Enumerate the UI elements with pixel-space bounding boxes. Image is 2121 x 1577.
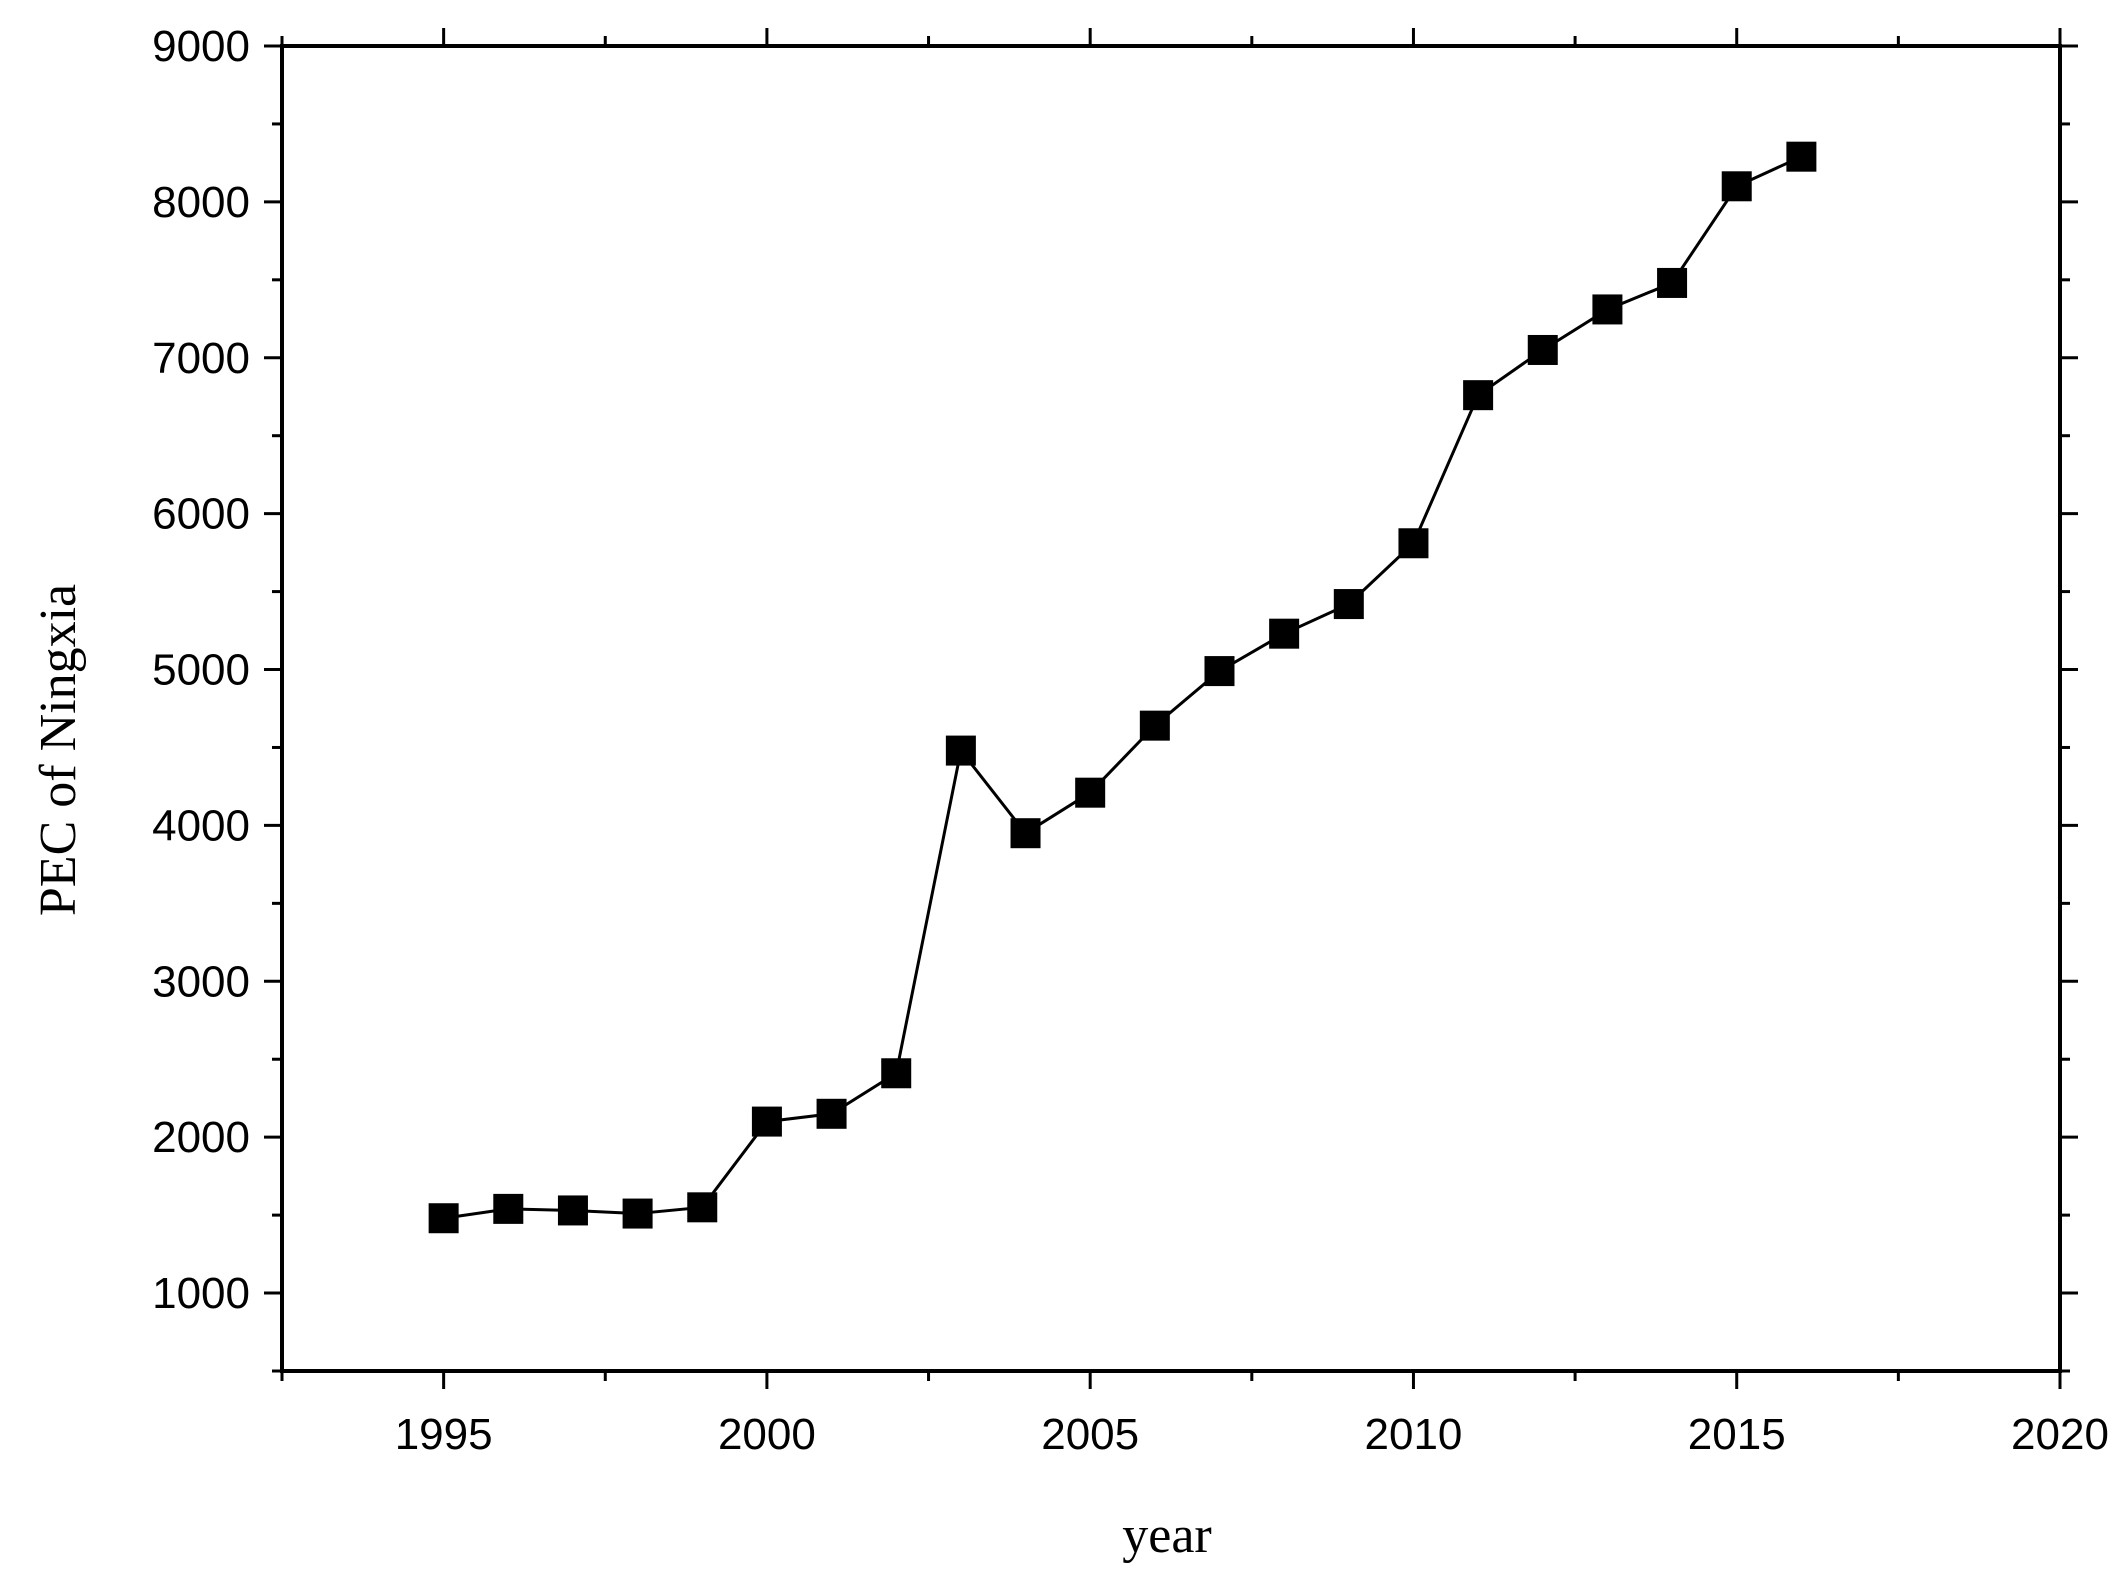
data-point: [557, 1195, 588, 1226]
data-point: [751, 1106, 782, 1137]
data-point: [1657, 267, 1688, 298]
y-tick-label: 4000: [152, 801, 250, 850]
data-point: [1139, 710, 1170, 741]
data-point: [1010, 818, 1041, 849]
data-point: [622, 1198, 653, 1229]
data-point: [1333, 589, 1364, 620]
x-tick-label: 1995: [395, 1410, 493, 1459]
data-point: [1527, 334, 1558, 365]
data-point: [945, 735, 976, 766]
markers: [428, 141, 1817, 1234]
x-tick-label: 2000: [718, 1410, 816, 1459]
plot-frame: [280, 44, 2062, 1373]
data-point: [428, 1203, 459, 1234]
y-tick-label: 9000: [152, 22, 250, 71]
tick-labels: 1995 2000 2005 2010 2015 2020 1000 2000 3000 4000…: [152, 22, 2109, 1459]
data-point: [1398, 528, 1429, 559]
y-tick-label: 1000: [152, 1269, 250, 1318]
data-point: [1269, 618, 1300, 649]
x-axis-title: year: [1122, 1507, 1211, 1564]
data-point: [1463, 380, 1494, 411]
x-tick-label: 2010: [1365, 1410, 1463, 1459]
data-point: [687, 1192, 718, 1223]
ticks: [264, 28, 2078, 1389]
x-tick-label: 2005: [1041, 1410, 1139, 1459]
data-point: [816, 1098, 847, 1129]
y-tick-label: 6000: [152, 490, 250, 539]
y-axis-title: PEC of Ningxia: [30, 584, 87, 916]
data-point: [1786, 141, 1817, 172]
y-tick-label: 2000: [152, 1113, 250, 1162]
data-point: [1592, 294, 1623, 325]
y-tick-label: 8000: [152, 178, 250, 227]
x-tick-label: 2015: [1688, 1410, 1786, 1459]
data-point: [493, 1193, 524, 1224]
y-tick-label: 7000: [152, 334, 250, 383]
y-tick-label: 5000: [152, 646, 250, 695]
series-line: [443, 155, 1803, 1220]
data-point: [1204, 656, 1235, 687]
data-point: [1075, 777, 1106, 808]
data-point: [1721, 171, 1752, 202]
y-tick-label: 3000: [152, 957, 250, 1006]
data-point: [881, 1058, 912, 1089]
x-tick-label: 2020: [2011, 1410, 2109, 1459]
